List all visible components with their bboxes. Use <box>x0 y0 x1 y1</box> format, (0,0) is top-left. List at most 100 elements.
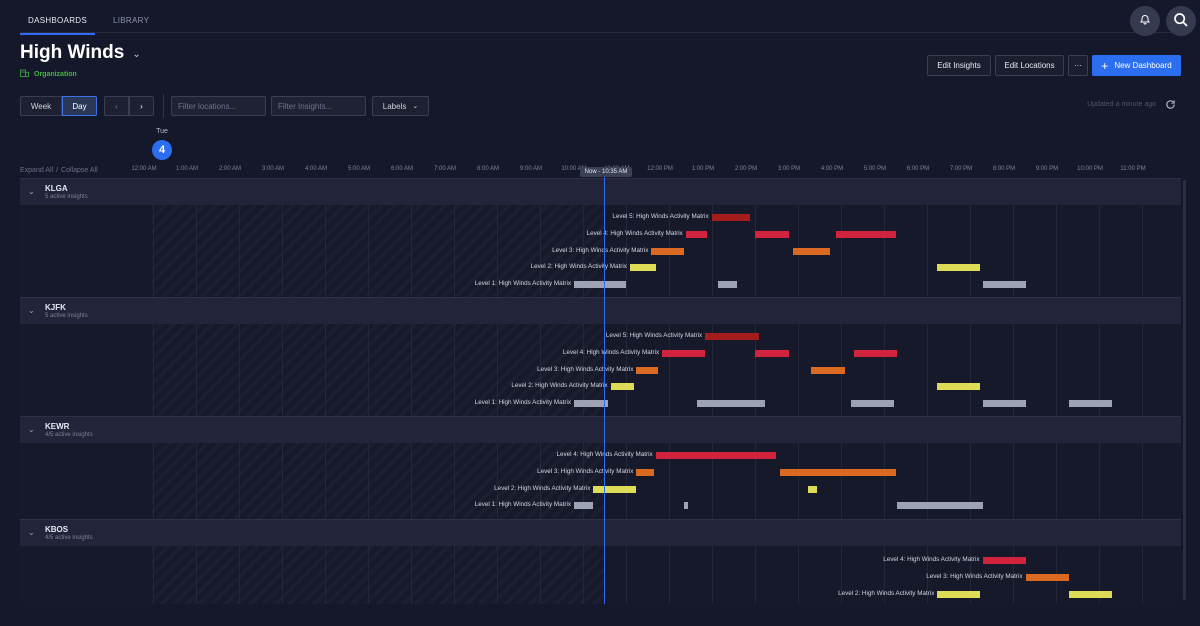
insight-bar-level-3[interactable] <box>651 247 684 255</box>
insight-bar-level-2[interactable] <box>937 264 981 272</box>
hour-label: 7:00 AM <box>433 166 457 172</box>
location-header[interactable]: ⌄ KEWR 4/5 active insights <box>20 416 1181 443</box>
insight-bar-level-1[interactable] <box>896 502 983 510</box>
filter-insights-input[interactable] <box>271 96 366 116</box>
labels-dropdown[interactable]: Labels ⌄ <box>372 96 429 116</box>
new-dashboard-label: New Dashboard <box>1114 61 1172 70</box>
scrollbar[interactable] <box>1183 180 1186 600</box>
insight-bar-level-3[interactable] <box>636 366 658 374</box>
insight-bar-level-1[interactable] <box>574 281 626 288</box>
insight-bar-level-3[interactable] <box>1025 573 1069 581</box>
insight-bar-level-2[interactable] <box>610 383 635 391</box>
collapse-all-link[interactable]: Collapse All <box>61 167 98 174</box>
location-header[interactable]: ⌄ KJFK 5 active insights <box>20 297 1181 324</box>
insight-label: Level 5: High Winds Activity Matrix <box>605 332 703 339</box>
insight-bar-level-5[interactable] <box>711 214 751 221</box>
insight-bar-level-2[interactable] <box>937 383 981 391</box>
hour-label: 3:00 AM <box>261 166 285 172</box>
hour-label: 2:00 PM <box>734 166 758 172</box>
hour-label: 7:00 PM <box>949 166 973 172</box>
insight-bar-level-4[interactable] <box>662 349 706 357</box>
insight-bar-level-1[interactable] <box>1068 400 1112 407</box>
separator: / <box>56 167 59 174</box>
insight-bar-level-1[interactable] <box>696 400 766 407</box>
hour-label: 3:00 PM <box>777 166 801 172</box>
location-header[interactable]: ⌄ KBOS 4/5 active insights <box>20 519 1181 546</box>
refresh-icon[interactable] <box>1165 99 1176 113</box>
hour-label: 12:00 AM <box>131 166 157 172</box>
insight-label: Level 4: High Winds Activity Matrix <box>883 556 980 563</box>
insight-bar-level-1[interactable] <box>718 281 738 288</box>
insight-bar-level-3[interactable] <box>810 366 845 374</box>
toolbar-divider <box>163 94 164 118</box>
edit-locations-button[interactable]: Edit Locations <box>995 55 1064 76</box>
edit-insights-button[interactable]: Edit Insights <box>927 55 991 76</box>
chevron-down-icon[interactable]: ⌄ <box>28 425 35 434</box>
insight-bar-level-3[interactable] <box>636 468 654 476</box>
next-day-button[interactable]: › <box>129 96 154 116</box>
week-button[interactable]: Week <box>20 96 62 116</box>
insight-bar-level-2[interactable] <box>808 485 817 493</box>
insight-label: Level 2: High Winds Activity Matrix <box>511 382 608 390</box>
day-button[interactable]: Day <box>62 96 97 116</box>
insight-bar-level-4[interactable] <box>754 230 789 238</box>
hour-label: 11:00 PM <box>1120 166 1146 172</box>
insight-bar-level-3[interactable] <box>793 247 830 255</box>
hour-label: 5:00 AM <box>347 166 371 172</box>
prev-day-button[interactable]: ‹ <box>104 96 129 116</box>
new-dashboard-button[interactable]: + New Dashboard <box>1092 55 1181 76</box>
insight-bar-level-1[interactable] <box>851 400 895 407</box>
now-indicator <box>604 170 605 604</box>
insight-bar-level-4[interactable] <box>685 230 708 238</box>
search-button[interactable] <box>1166 6 1196 36</box>
insight-label: Level 1: High Winds Activity Matrix <box>474 399 571 406</box>
location-header[interactable]: ⌄ KLGA 5 active insights <box>20 178 1181 205</box>
chevron-down-icon[interactable]: ⌄ <box>132 48 141 60</box>
chevron-down-icon[interactable]: ⌄ <box>28 306 35 315</box>
hour-label: 10:00 PM <box>1077 166 1103 172</box>
insight-bar-level-2[interactable] <box>937 590 981 598</box>
insight-bar-level-2[interactable] <box>629 264 656 272</box>
insight-label: Level 2: High Winds Activity Matrix <box>494 484 591 492</box>
insight-bar-level-4[interactable] <box>655 452 777 459</box>
notifications-button[interactable] <box>1130 6 1160 36</box>
expand-all-link[interactable]: Expand All <box>20 167 54 174</box>
insight-bar-level-4[interactable] <box>853 349 897 357</box>
insight-bar-level-5[interactable] <box>705 333 759 340</box>
insight-bar-level-4[interactable] <box>982 557 1026 564</box>
insight-bar-level-4[interactable] <box>754 349 789 357</box>
insight-bar-level-3[interactable] <box>780 468 897 476</box>
chevron-down-icon[interactable]: ⌄ <box>28 528 35 537</box>
insight-bar-level-1[interactable] <box>683 502 688 510</box>
insight-label: Level 3: High Winds Activity Matrix <box>926 572 1023 580</box>
insight-bar-level-2[interactable] <box>1068 590 1112 598</box>
hour-label: 1:00 PM <box>691 166 715 172</box>
tab-library[interactable]: LIBRARY <box>113 16 150 25</box>
hour-label: 8:00 PM <box>992 166 1016 172</box>
chevron-left-icon: ‹ <box>115 101 118 111</box>
insight-label: Level 3: High Winds Activity Matrix <box>537 365 634 373</box>
day-of-week: Tue <box>156 128 168 135</box>
insight-label: Level 4: High Winds Activity Matrix <box>556 451 653 458</box>
tab-dashboards[interactable]: DASHBOARDS <box>20 10 96 35</box>
insight-bar-level-4[interactable] <box>836 230 897 238</box>
chevron-down-icon[interactable]: ⌄ <box>28 187 35 196</box>
now-badge: Now - 10:35 AM <box>580 167 632 177</box>
insight-bar-level-1[interactable] <box>574 502 594 510</box>
org-label[interactable]: Organization <box>20 69 77 79</box>
insight-label: Level 3: High Winds Activity Matrix <box>552 246 649 254</box>
insight-bar-level-1[interactable] <box>574 400 609 407</box>
date-nav: ‹ › <box>104 96 154 116</box>
more-button[interactable]: ··· <box>1068 55 1088 76</box>
view-toggle: Week Day <box>20 96 97 116</box>
location-insight-count: 4/5 active insights <box>45 535 93 541</box>
insight-bar-level-1[interactable] <box>982 400 1026 407</box>
insight-bar-level-1[interactable] <box>982 281 1026 288</box>
location-name: KLGA <box>45 184 68 193</box>
labels-button[interactable]: Labels ⌄ <box>372 96 429 116</box>
filter-locations-input[interactable] <box>171 96 266 116</box>
hour-label: 6:00 AM <box>390 166 414 172</box>
location-name: KJFK <box>45 303 66 312</box>
day-number[interactable]: 4 <box>152 140 172 160</box>
insight-bar-level-2[interactable] <box>593 485 637 493</box>
